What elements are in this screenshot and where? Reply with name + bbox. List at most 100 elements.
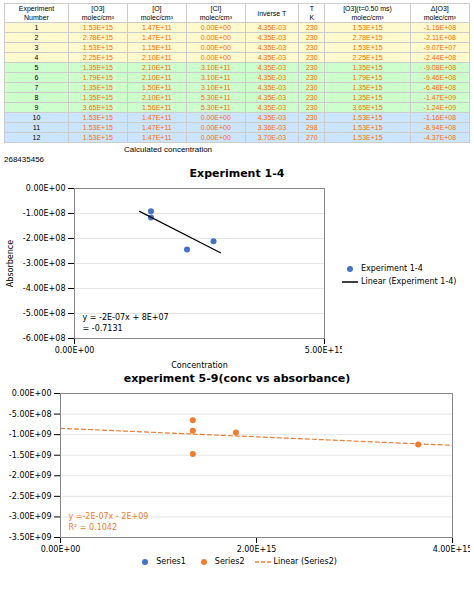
html-text:2.78E+15: 2.78E+15 [352,34,383,41]
html-text:0.00E+00: 0.00E+00 [200,54,231,61]
html-text:2.10E+11: 2.10E+11 [142,54,172,61]
html-text:0.00E+00: 0.00E+00 [200,44,231,51]
svg-text:0.00E+00: 0.00E+00 [12,389,52,398]
html-text:4.35E-03: 4.35E-03 [257,44,287,51]
html-text:268435456: 268435456 [4,155,44,164]
html-text:1.35E+15: 1.35E+15 [352,64,383,71]
html-text:230: 230 [305,94,318,101]
html-text:3.10E+11: 3.10E+11 [201,84,231,91]
svg-text:= -0.7131: = -0.7131 [83,324,123,333]
html-text:-9.46E+08: -9.46E+08 [423,74,456,81]
html-text:1.79E+15: 1.79E+15 [82,74,113,81]
html-text:Series1: Series1 [156,557,186,566]
html-text:1.35E+15: 1.35E+15 [352,94,383,101]
html-text:inverse T: inverse T [257,9,287,17]
svg-text:-5.00E+08: -5.00E+08 [23,309,66,318]
html-text:1.53E+15: 1.53E+15 [82,44,113,51]
html-text:1.53E+15: 1.53E+15 [352,44,383,51]
svg-text:5.00E+15: 5.00E+15 [305,346,342,355]
svg-text:0.00E+00: 0.00E+00 [41,545,81,554]
html-text:1.35E+15: 1.35E+15 [352,84,383,91]
html-text:2.25E+15: 2.25E+15 [352,54,383,61]
svg-text:-4.00E+08: -4.00E+08 [23,284,66,293]
svg-text:-5.00E+08: -5.00E+08 [9,410,52,419]
html-text:1.53E+15: 1.53E+15 [352,24,383,31]
html-text:3.65E+15: 3.65E+15 [82,104,113,111]
html-text:[Cl] molec/cm³: [Cl] molec/cm³ [199,5,232,21]
html-text:-1.47E+09: -1.47E+09 [423,94,456,101]
html-text:1.35E+15: 1.35E+15 [82,64,113,71]
svg-text:-1.50E+09: -1.50E+09 [9,451,52,460]
svg-text:Absorbence: Absorbence [6,240,15,287]
svg-text:2.00E+15: 2.00E+15 [237,545,277,554]
html-text:4.35E-03: 4.35E-03 [257,64,287,71]
html-text:-9.08E+08: -9.08E+08 [423,64,456,71]
html-text:-9.07E+07: -9.07E+07 [423,44,456,51]
html-text:1.50E+11: 1.50E+11 [142,84,172,91]
svg-text:y = -2E-07x + 8E+07: y = -2E-07x + 8E+07 [83,313,169,322]
html-text:2.10E+11: 2.10E+11 [142,94,172,101]
svg-text:-1.00E+08: -1.00E+08 [23,209,66,218]
html-text:Experiment Number: Experiment Number [18,5,55,21]
html-text:[O] molec/cm³: [O] molec/cm³ [140,5,173,21]
html-text:-6.48E+08: -6.48E+08 [423,84,456,91]
html-text:230: 230 [305,44,318,51]
html-text:-2.11E+08: -2.11E+08 [423,34,456,41]
svg-text:-2.00E+08: -2.00E+08 [23,234,66,243]
html-text:2.78E+15: 2.78E+15 [82,34,113,41]
html-text:4.35E-03: 4.35E-03 [257,24,287,31]
html-text:Linear (Experiment 1-4): Linear (Experiment 1-4) [361,277,457,286]
html-text:0.00E+00: 0.00E+00 [200,34,231,41]
html-text:3.10E+11: 3.10E+11 [201,74,231,81]
html-text:1.53E+15: 1.53E+15 [82,24,113,31]
html-text:230: 230 [305,24,318,31]
html-text:1.47E+11: 1.47E+11 [142,34,172,41]
svg-text:-3.50E+09: -3.50E+09 [9,533,52,542]
svg-text:Concentration: Concentration [171,361,228,370]
svg-text:-1.00E+09: -1.00E+09 [9,430,52,439]
html-text:5.30E+11: 5.30E+11 [201,94,231,101]
html-text:230: 230 [305,84,318,91]
svg-text:-2.50E+09: -2.50E+09 [9,492,52,501]
html-text:230: 230 [305,54,318,61]
html-text:230: 230 [305,74,318,81]
html-text:Series2: Series2 [214,557,245,566]
html-text:1.79E+15: 1.79E+15 [352,74,383,81]
svg-text:0.00E+00: 0.00E+00 [55,346,95,355]
html-text:3.10E+11: 3.10E+11 [201,64,231,71]
svg-text:y =-2E-07x - 2E+09: y =-2E-07x - 2E+09 [69,512,149,521]
html-text:1.15E+11: 1.15E+11 [142,44,172,51]
html-text:2.10E+11: 2.10E+11 [142,64,172,71]
html-text:0.00E+00: 0.00E+00 [200,24,231,31]
html-text:[O3] molec/cm³: [O3] molec/cm³ [81,5,114,21]
html-text:Experiment 1-4: Experiment 1-4 [361,264,423,273]
html-text:Experiment 1-4: Experiment 1-4 [189,167,285,180]
html-text:230: 230 [305,64,318,71]
html-text:1.35E+15: 1.35E+15 [82,84,113,91]
html-text:4.35E-03: 4.35E-03 [257,74,287,81]
html-text:2.10E+11: 2.10E+11 [142,74,172,81]
html-text:4.35E-03: 4.35E-03 [257,94,287,101]
html-text:-2.44E+08: -2.44E+08 [423,54,456,61]
html-text:1.56E+11: 1.56E+11 [142,104,172,111]
svg-text:-6.00E+08: -6.00E+08 [23,334,66,343]
html-text:1.35E+15: 1.35E+15 [82,94,113,101]
html-text:4.35E-03: 4.35E-03 [257,84,287,91]
html-text:-1.16E+08: -1.16E+08 [423,24,456,31]
svg-text:-3.00E+09: -3.00E+09 [9,512,52,521]
svg-text:0.00E+00: 0.00E+00 [26,184,66,193]
svg-text:-2.00E+09: -2.00E+09 [9,471,52,480]
html-text:Linear (Series2): Linear (Series2) [273,557,337,566]
html-text:4.35E-03: 4.35E-03 [257,54,287,61]
svg-text:-3.00E+08: -3.00E+08 [23,259,66,268]
html-text:230: 230 [305,34,318,41]
html-text:2.25E+15: 2.25E+15 [82,54,113,61]
html-text:Δ[O3] molec/cm³: Δ[O3] molec/cm³ [423,5,456,21]
svg-text:4.00E+15: 4.00E+15 [433,545,470,554]
html-text:[O3](t=0.50 ms) molec/cm³: [O3](t=0.50 ms) molec/cm³ [343,5,392,21]
svg-text:R² = 0.1042: R² = 0.1042 [69,523,118,532]
html-text:1.47E+11: 1.47E+11 [142,24,172,31]
html-text:experiment 5-9(conc vs absorba: experiment 5-9(conc vs absorbance) [123,372,351,385]
html-text:4.35E-03: 4.35E-03 [257,34,287,41]
html-text:Calculated concentration: Calculated concentration [124,145,213,154]
